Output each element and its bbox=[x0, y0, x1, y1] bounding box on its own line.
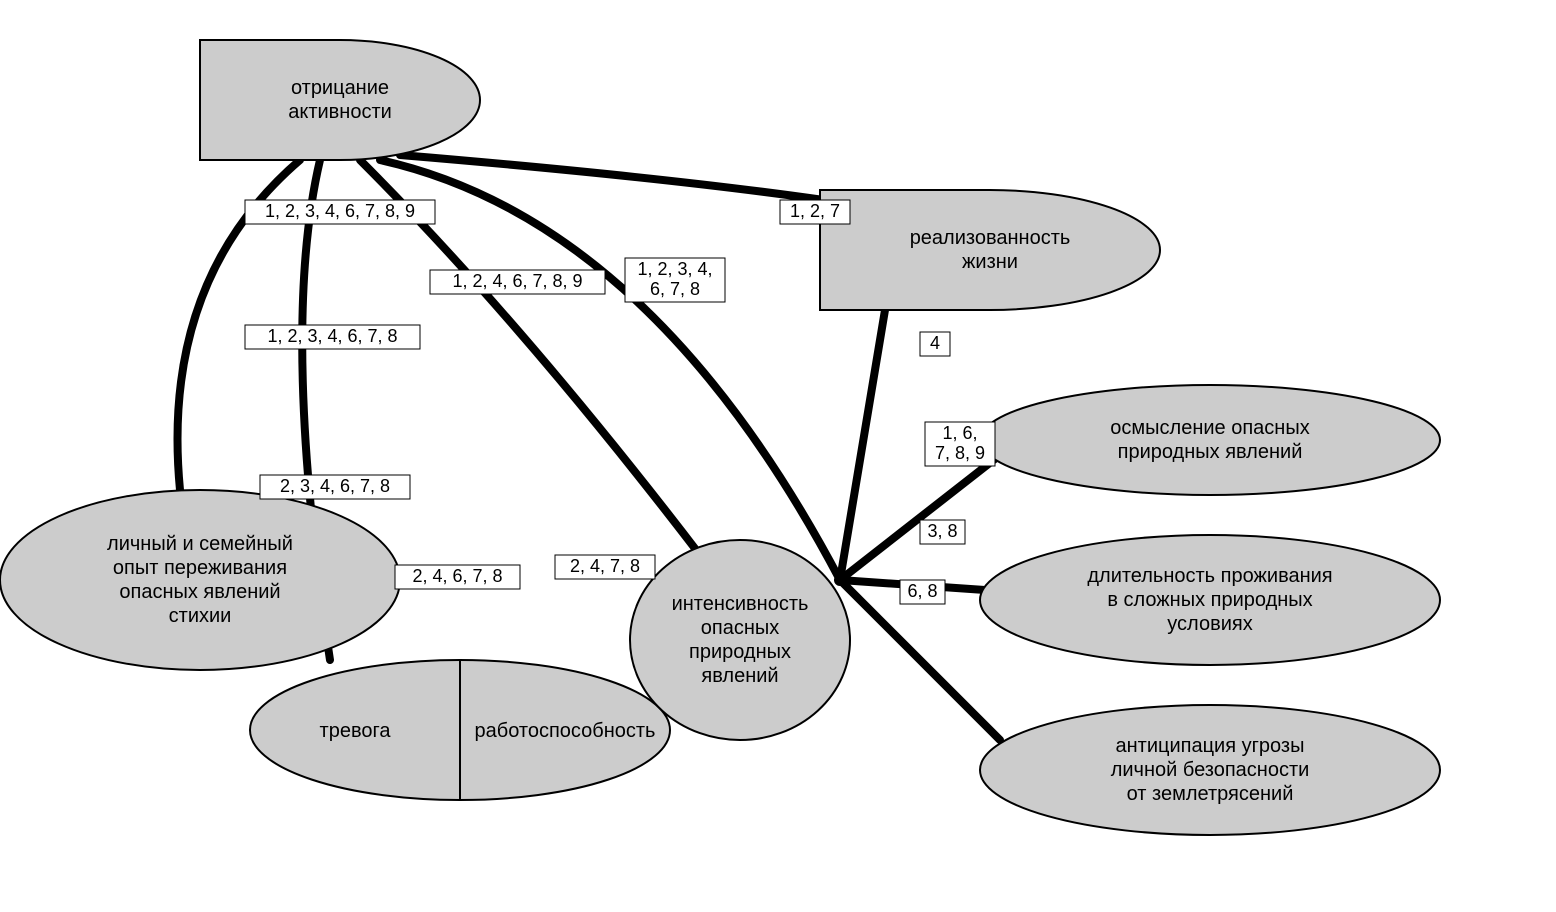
node-label: природных bbox=[689, 641, 791, 663]
edge-label: 1, 2, 3, 4, bbox=[637, 259, 712, 279]
node-label: стихии bbox=[169, 605, 232, 627]
node-label: опыт переживания bbox=[113, 557, 287, 579]
node-duration: длительность проживанияв сложных природн… bbox=[980, 535, 1440, 665]
node-intensity: интенсивностьопасныхприродныхявлений bbox=[630, 540, 850, 740]
node-label: антиципация угрозы bbox=[1116, 735, 1305, 757]
edge-label: 6, 7, 8 bbox=[650, 279, 700, 299]
edge-label: 4 bbox=[930, 333, 940, 353]
node-label: отрицание bbox=[291, 77, 389, 99]
node-label: жизни bbox=[962, 251, 1018, 273]
node-label: опасных bbox=[701, 617, 780, 639]
nodes-layer: отрицаниеактивности реализованностьжизни л… bbox=[0, 40, 1440, 835]
node-label: осмысление опасных bbox=[1110, 417, 1309, 439]
edge bbox=[840, 310, 885, 580]
edge-label: 2, 4, 7, 8 bbox=[570, 556, 640, 576]
edge bbox=[380, 160, 840, 580]
edge-label: 1, 6, bbox=[942, 423, 977, 443]
node-label: явлений bbox=[701, 665, 778, 687]
node-experience: личный и семейныйопыт переживанияопасных… bbox=[0, 490, 400, 670]
node-denial: отрицаниеактивности bbox=[200, 40, 480, 160]
node-comprehension: осмысление опасныхприродных явлений bbox=[980, 385, 1440, 495]
edge-label: 7, 8, 9 bbox=[935, 443, 985, 463]
hub-point bbox=[834, 574, 846, 586]
node-anticipation: антиципация угрозыличной безопасностиот … bbox=[980, 705, 1440, 835]
node-label: природных явлений bbox=[1118, 441, 1303, 463]
node-label: реализованность bbox=[910, 227, 1071, 249]
node-anxiety_perf: тревога работоспособность bbox=[250, 660, 670, 800]
edge-label: 2, 3, 4, 6, 7, 8 bbox=[280, 476, 390, 496]
edge-label: 1, 2, 3, 4, 6, 7, 8 bbox=[267, 326, 397, 346]
edge-label: 6, 8 bbox=[907, 581, 937, 601]
node-label: опасных явлений bbox=[119, 581, 280, 603]
node-label: условиях bbox=[1167, 613, 1252, 635]
node-label: от землетрясений bbox=[1127, 783, 1294, 805]
edge-label: 3, 8 bbox=[927, 521, 957, 541]
node-label: интенсивность bbox=[672, 593, 809, 615]
node-label: активности bbox=[288, 101, 392, 123]
edge-label: 1, 2, 7 bbox=[790, 201, 840, 221]
node-label: личной безопасности bbox=[1111, 759, 1310, 781]
node-label: работоспособность bbox=[475, 720, 656, 742]
node-label: длительность проживания bbox=[1087, 565, 1332, 587]
node-label: личный и семейный bbox=[107, 533, 293, 555]
edge-label: 2, 4, 6, 7, 8 bbox=[412, 566, 502, 586]
node-label: в сложных природных bbox=[1107, 589, 1312, 611]
edge-label: 1, 2, 3, 4, 6, 7, 8, 9 bbox=[265, 201, 415, 221]
edge-label: 1, 2, 4, 6, 7, 8, 9 bbox=[452, 271, 582, 291]
node-label: тревога bbox=[320, 720, 392, 742]
node-realization: реализованностьжизни bbox=[820, 190, 1160, 310]
edge bbox=[840, 455, 1000, 580]
edge bbox=[400, 155, 870, 207]
